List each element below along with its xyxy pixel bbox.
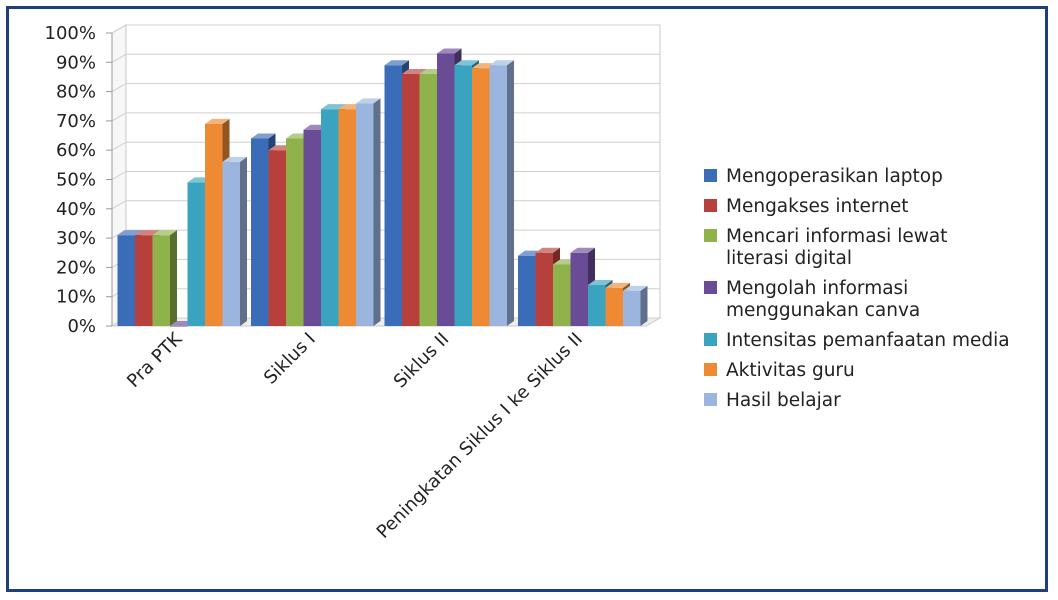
y-tick-label: 0% xyxy=(67,316,96,337)
bar xyxy=(489,60,514,326)
y-tick-label: 100% xyxy=(45,23,96,44)
bar xyxy=(152,230,177,326)
legend-entry: Mengoperasikan laptop xyxy=(704,166,943,187)
legend-entry: Mengolah informasi menggunakan canva xyxy=(704,278,920,321)
y-tick-label: 10% xyxy=(56,287,96,308)
y-tick-label: 60% xyxy=(56,140,96,161)
bar xyxy=(356,98,381,326)
legend-label: Mengakses internet xyxy=(726,196,909,217)
legend-entry: Hasil belajar xyxy=(704,390,841,411)
legend: Mengoperasikan laptop Mengakses internet M… xyxy=(704,166,1010,411)
legend-swatch xyxy=(704,169,717,182)
y-tick-label: 80% xyxy=(56,82,96,103)
x-category-label: Peningkatan Siklus I ke Siklus II xyxy=(373,329,587,543)
legend-label: Mencari informasi lewat literasi digital xyxy=(726,226,947,269)
legend-swatch xyxy=(704,229,717,242)
y-tick-label: 90% xyxy=(56,52,96,73)
legend-swatch xyxy=(704,199,717,212)
y-axis: 0% 10% 20% 30% 40% 50% 60% 70% 80% 90% 100% xyxy=(45,23,113,337)
legend-entry: Mencari informasi lewat literasi digital xyxy=(704,226,947,269)
legend-entry: Mengakses internet xyxy=(704,196,909,217)
legend-label: Mengolah informasi menggunakan canva xyxy=(726,278,920,321)
legend-entry: Intensitas pemanfaatan media xyxy=(704,330,1010,351)
y-tick-label: 20% xyxy=(56,257,96,278)
legend-label: Mengoperasikan laptop xyxy=(726,166,943,187)
bar xyxy=(222,156,247,326)
legend-label: Aktivitas guru xyxy=(726,360,855,381)
legend-swatch xyxy=(704,281,717,294)
x-category-label: Siklus II xyxy=(390,329,454,393)
y-tick-label: 50% xyxy=(56,170,96,191)
legend-label: Hasil belajar xyxy=(726,390,841,411)
bar xyxy=(623,285,648,326)
gridline xyxy=(111,24,660,34)
gridline xyxy=(111,53,660,63)
x-category-label: Siklus I xyxy=(260,329,320,389)
y-tick-label: 70% xyxy=(56,111,96,132)
bars xyxy=(117,48,648,327)
legend-entry: Aktivitas guru xyxy=(704,360,855,381)
legend-swatch xyxy=(704,393,717,406)
y-tick-label: 30% xyxy=(56,228,96,249)
y-tick-label: 40% xyxy=(56,199,96,220)
legend-swatch xyxy=(704,333,717,346)
legend-label: Intensitas pemanfaatan media xyxy=(726,330,1010,351)
legend-swatch xyxy=(704,363,717,376)
x-category-label: Pra PTK xyxy=(123,328,187,392)
